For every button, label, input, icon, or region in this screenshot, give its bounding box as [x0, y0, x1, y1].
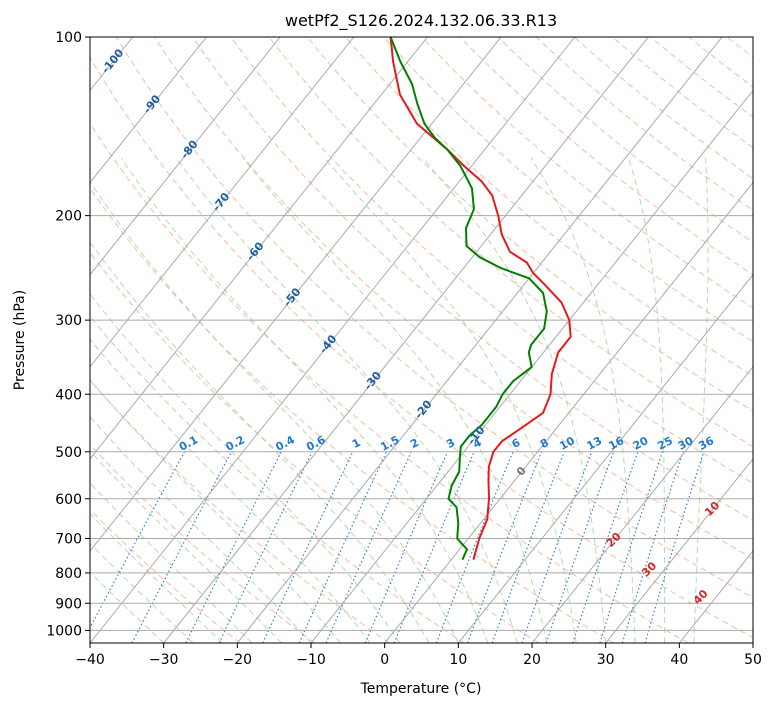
- mixing-ratio-line: [621, 451, 684, 643]
- y-tick-label: 600: [55, 492, 82, 508]
- moist-adiabat: [422, 157, 607, 643]
- dry-adiabat: [345, 37, 753, 377]
- isotherm: [90, 37, 355, 368]
- dry-adiabat: [383, 37, 753, 343]
- y-tick-label: 800: [55, 566, 82, 582]
- pressure-gridlines: [90, 37, 753, 631]
- y-axis: 1000 900 800 700 600 500 400 300 200 100: [46, 30, 90, 639]
- mixing-ratio-line: [262, 451, 354, 643]
- dry-adiabat: [115, 37, 753, 599]
- moist-adiabat: [530, 157, 636, 643]
- dry-adiabat: [90, 315, 465, 643]
- dry-adiabat: [268, 37, 753, 448]
- mixing-ratio-line: [218, 451, 313, 643]
- isotherm: [605, 458, 753, 643]
- mixing-ratio-line: [644, 451, 705, 643]
- x-tick-label: 20: [523, 652, 541, 668]
- x-tick-label: 0: [380, 652, 389, 668]
- dry-adiabat: [192, 37, 753, 522]
- mixing-ratio-label: 36: [696, 434, 716, 453]
- moist-adiabat: [693, 158, 709, 643]
- isotherm: [90, 37, 281, 276]
- isotherm: [90, 37, 428, 460]
- dry-adiabat: [421, 37, 753, 309]
- mixing-ratio-line: [599, 451, 664, 643]
- isotherm: [531, 365, 753, 643]
- mixing-ratio-lines: [90, 451, 705, 643]
- plot-frame: [89, 36, 754, 644]
- moist-adiabat: [324, 157, 577, 643]
- mixing-ratio-label: 13: [585, 434, 605, 453]
- mixing-ratio-label: 16: [607, 434, 627, 453]
- dry-adiabat: [306, 37, 753, 412]
- moist-adiabat: [90, 482, 253, 643]
- dry-adiabat: [90, 443, 315, 643]
- isotherm: [384, 181, 753, 643]
- x-tick-label: −20: [223, 652, 253, 668]
- mixing-ratio-label: 30: [676, 434, 696, 453]
- y-tick-label: 500: [55, 445, 82, 461]
- y-tick-label: 200: [55, 209, 82, 225]
- mixing-ratio-line: [298, 451, 387, 643]
- mixing-ratio-line: [393, 451, 475, 643]
- x-tick-label: −40: [75, 652, 105, 668]
- x-tick-label: 40: [670, 652, 688, 668]
- x-tick-label: 30: [597, 652, 615, 668]
- isotherm: [457, 273, 753, 643]
- temperature-line: [389, 37, 572, 560]
- dry-adiabat: [90, 56, 753, 639]
- y-tick-label: 900: [55, 596, 82, 612]
- x-tick-label: −30: [149, 652, 179, 668]
- dry-adiabats: [90, 37, 753, 643]
- moist-adiabat: [90, 293, 400, 643]
- dry-adiabat: [90, 122, 689, 643]
- isotherm: [236, 37, 723, 643]
- plot-area: -100-90-80-70-60-50-40-30-20-1000.1 0.2 0.…: [90, 37, 753, 643]
- x-tick-label: 50: [744, 652, 762, 668]
- mixing-ratio-line: [90, 451, 185, 629]
- isotherm: [90, 37, 207, 184]
- mixing-ratio-line: [364, 451, 449, 643]
- isotherm: [310, 89, 753, 643]
- mixing-ratio-line: [325, 451, 412, 643]
- dry-adiabat: [459, 37, 753, 276]
- y-axis-label: Pressure (hPa): [12, 290, 28, 390]
- profile-lines: [389, 37, 572, 561]
- dry-adiabat: [90, 508, 241, 643]
- y-tick-label: 100: [55, 30, 82, 46]
- chart-title: wetPf2_S126.2024.132.06.33.R13: [285, 11, 557, 31]
- isotherm: [163, 37, 649, 643]
- dry-adiabat: [497, 37, 753, 243]
- y-tick-label: 400: [55, 387, 82, 403]
- x-axis: −40 −30 −20 −10 0 10 20 30 40 50: [75, 643, 762, 668]
- isotherms: [90, 37, 753, 643]
- mixing-ratio-line: [545, 451, 615, 643]
- mixing-ratio-label: 10: [557, 434, 577, 453]
- dewpoint-line: [389, 37, 548, 561]
- moist-adiabat: [628, 157, 666, 643]
- isotherm: [90, 37, 502, 552]
- dry-adiabat: [90, 187, 614, 643]
- mixing-ratio-line: [521, 451, 593, 643]
- y-tick-label: 300: [55, 313, 82, 329]
- x-tick-label: 10: [449, 652, 467, 668]
- y-tick-label: 1000: [46, 623, 82, 639]
- mixing-ratio-label: 25: [655, 434, 675, 453]
- mixing-ratio-line: [572, 451, 639, 643]
- y-tick-label: 700: [55, 532, 82, 548]
- isotherm: [90, 37, 576, 643]
- dry-adiabat: [90, 251, 540, 643]
- dry-adiabat: [154, 37, 753, 560]
- mixing-ratio-label: 20: [631, 434, 651, 453]
- x-axis-label: Temperature (°C): [360, 681, 482, 697]
- x-tick-label: −10: [296, 652, 326, 668]
